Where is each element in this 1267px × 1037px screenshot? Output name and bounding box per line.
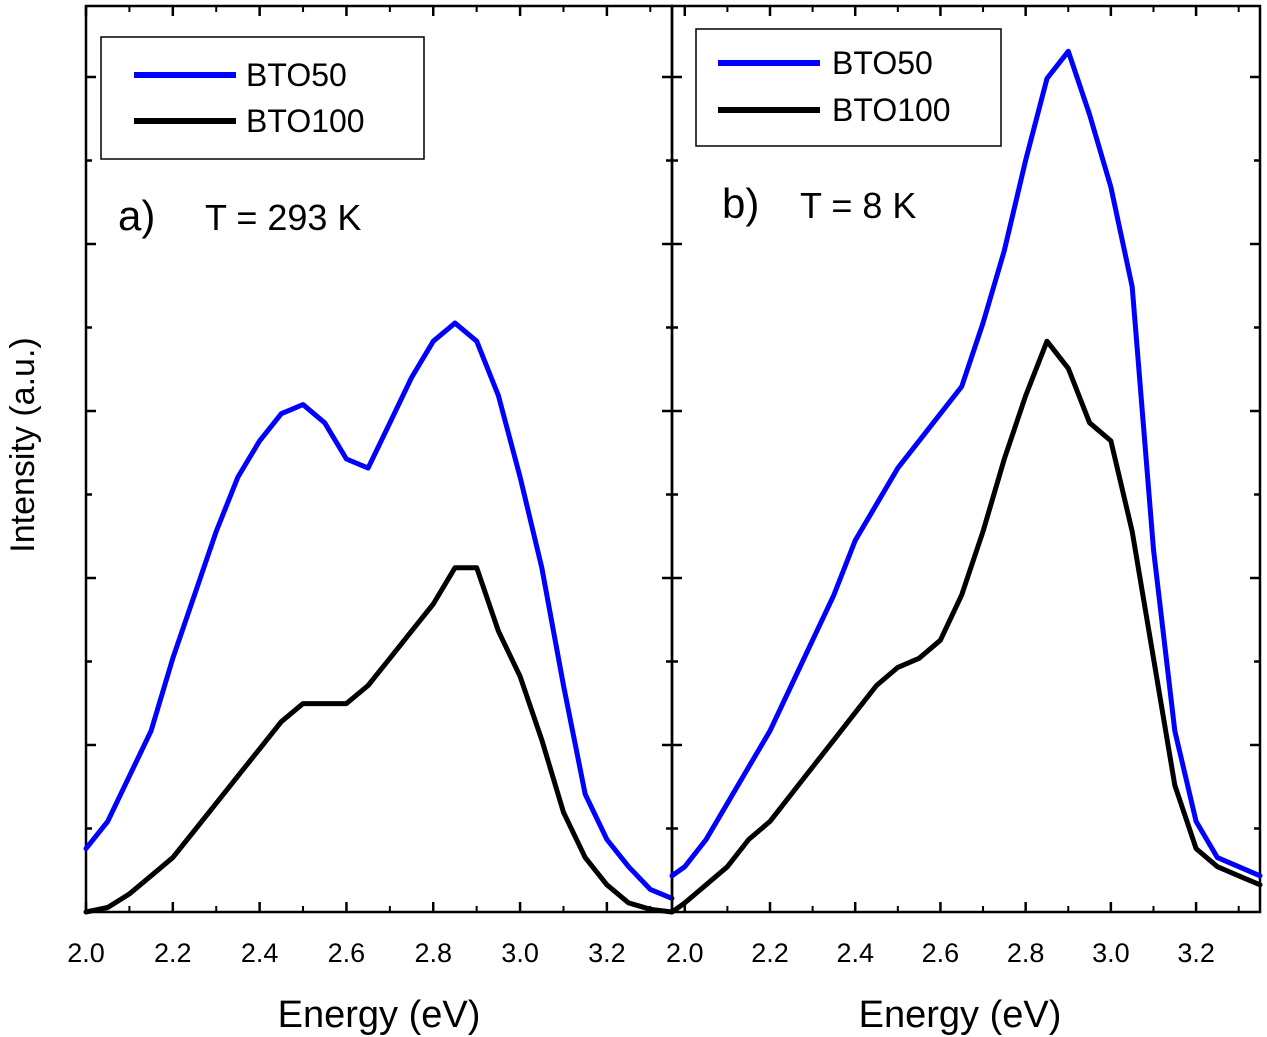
x-tick-label: 2.0 [67,938,105,968]
x-tick-label: 2.4 [836,938,874,968]
x-tick-label: 3.2 [1177,938,1215,968]
series-line-bto100 [83,565,675,915]
series-line-bto50 [83,320,675,901]
x-tick-label: 2.8 [414,938,452,968]
panel-a: 2.0 2.2 2.4 2.6 2.8 3.0 3.2 BTO50 BTO100 a) T = 29… [67,4,675,1036]
x-tick-label: 2.2 [751,938,789,968]
x-axis-label: Energy (eV) [859,994,1062,1036]
temperature-annotation: T = 293 K [205,197,361,238]
x-tick-label: 2.2 [154,938,192,968]
x-tick-label: 3.2 [588,938,626,968]
legend-label-bto50: BTO50 [832,45,933,81]
temperature-annotation: T = 8 K [800,185,916,226]
y-axis-label: Intensity (a.u.) [4,337,42,552]
panel-label: a) [118,192,155,239]
x-tick-label: 2.8 [1007,938,1045,968]
x-tick-label: 3.0 [501,938,539,968]
x-tick-label: 2.6 [328,938,366,968]
panel-label: b) [722,180,759,227]
series-line-bto50 [669,48,1263,879]
x-axis-label: Energy (eV) [278,994,481,1036]
x-tick-label: 2.0 [666,938,704,968]
legend-label-bto100: BTO100 [832,92,951,128]
legend-label-bto50: BTO50 [246,57,347,93]
legend-box [695,28,1002,147]
x-tick-label: 3.0 [1092,938,1130,968]
x-tick-label: 2.4 [241,938,279,968]
series-line-bto100 [669,338,1263,915]
legend-box [100,36,425,160]
plot-frame [670,4,1262,914]
panel-b: 2.0 2.2 2.4 2.6 2.8 3.0 3.2 BTO50 BTO100 b) T = 8 … [666,4,1263,1036]
x-tick-label: 2.6 [922,938,960,968]
legend-label-bto100: BTO100 [246,103,365,139]
